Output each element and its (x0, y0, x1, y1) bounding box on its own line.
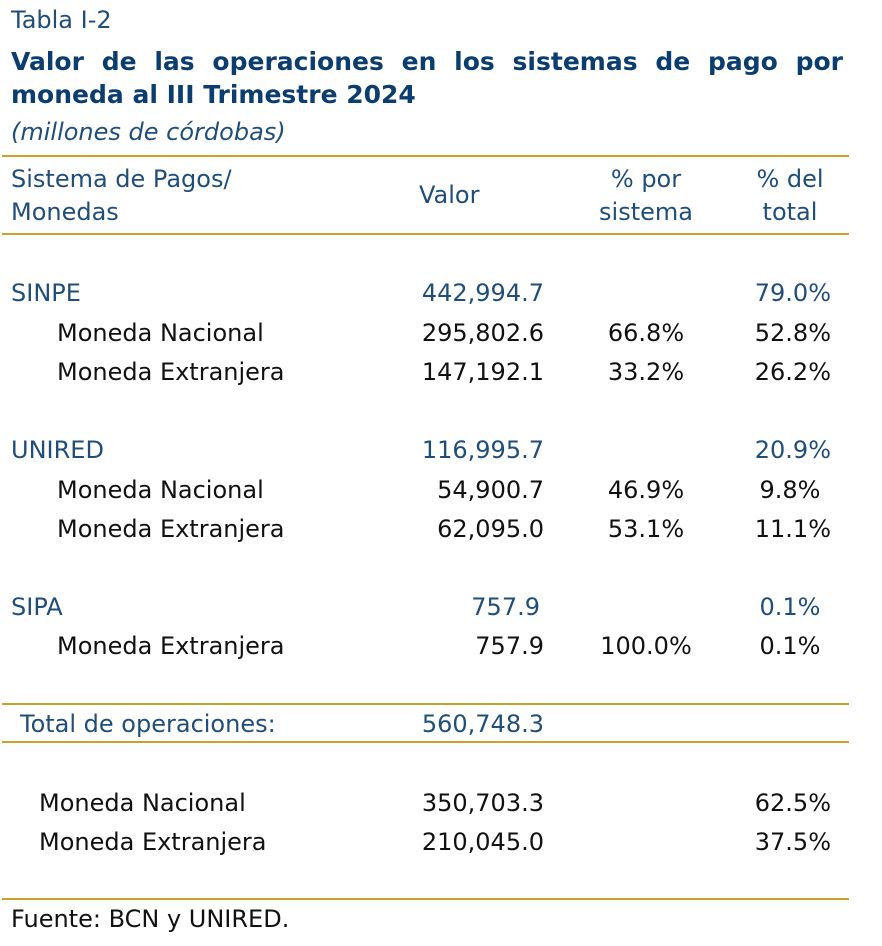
sipa-extranjera-label: Moneda Extranjera (57, 632, 285, 660)
sinpe-nacional-valor: 295,802.6 (421, 319, 544, 347)
table-title: Valor de las operaciones en los sistemas… (11, 47, 843, 109)
total-top-rule (2, 703, 849, 705)
unired-nacional-pct-sistema: 46.9% (607, 476, 685, 504)
header-bottom-rule (2, 233, 849, 235)
header-pct-sistema-line2: sistema (599, 198, 693, 226)
unired-nacional-valor: 54,900.7 (437, 476, 544, 504)
total-bottom-rule (2, 741, 849, 743)
summary-extranjera-pct-total: 37.5% (754, 828, 831, 856)
sipa-pct-total: 0.1% (759, 593, 821, 621)
sipa-extranjera-pct-sistema: 100.0% (600, 632, 692, 660)
sinpe-extranjera-pct-total: 26.2% (754, 358, 831, 386)
table-label: Tabla I-2 (11, 6, 112, 34)
unired-extranjera-pct-total: 11.1% (754, 515, 831, 543)
unired-nacional-label: Moneda Nacional (57, 476, 264, 504)
header-pct-total-line1: % del (756, 165, 824, 193)
sinpe-name: SINPE (11, 279, 81, 307)
summary-nacional-pct-total: 62.5% (754, 789, 831, 817)
sipa-extranjera-valor: 757.9 (475, 632, 544, 660)
summary-nacional-valor: 350,703.3 (421, 789, 544, 817)
total-valor: 560,748.3 (421, 710, 544, 738)
sinpe-nacional-pct-total: 52.8% (754, 319, 831, 347)
summary-nacional-label: Moneda Nacional (39, 789, 246, 817)
summary-extranjera-valor: 210,045.0 (421, 828, 544, 856)
sinpe-nacional-pct-sistema: 66.8% (607, 319, 685, 347)
summary-extranjera-label: Moneda Extranjera (39, 828, 267, 856)
unired-name: UNIRED (11, 436, 104, 464)
unired-extranjera-pct-sistema: 53.1% (607, 515, 685, 543)
table-subtitle: (millones de córdobas) (11, 118, 286, 146)
unired-extranjera-label: Moneda Extranjera (57, 515, 285, 543)
total-label: Total de operaciones: (20, 710, 276, 738)
header-pct-sistema-line1: % por (610, 165, 682, 193)
sipa-valor: 757.9 (471, 593, 540, 621)
sipa-name: SIPA (11, 593, 63, 621)
footer-rule (2, 898, 849, 900)
sinpe-valor: 442,994.7 (421, 279, 544, 307)
sinpe-extranjera-label: Moneda Extranjera (57, 358, 285, 386)
header-pct-total-line2: total (762, 198, 818, 226)
header-sistema-line2: Monedas (11, 198, 119, 226)
unired-extranjera-valor: 62,095.0 (437, 515, 544, 543)
sinpe-pct-total: 79.0% (754, 279, 831, 307)
sinpe-nacional-label: Moneda Nacional (57, 319, 264, 347)
unired-pct-total: 20.9% (754, 436, 831, 464)
header-sistema: Sistema de Pagos/ Monedas (11, 163, 232, 229)
unired-valor: 116,995.7 (421, 436, 544, 464)
header-sistema-line1: Sistema de Pagos/ (11, 165, 232, 193)
header-valor: Valor (419, 181, 480, 209)
header-pct-total: % del total (735, 163, 845, 229)
sinpe-extranjera-pct-sistema: 33.2% (607, 358, 685, 386)
source-note: Fuente: BCN y UNIRED. (11, 905, 290, 933)
header-pct-sistema: % por sistema (566, 163, 726, 229)
unired-nacional-pct-total: 9.8% (759, 476, 821, 504)
sipa-extranjera-pct-total: 0.1% (759, 632, 821, 660)
sinpe-extranjera-valor: 147,192.1 (421, 358, 544, 386)
header-top-rule (2, 155, 849, 157)
